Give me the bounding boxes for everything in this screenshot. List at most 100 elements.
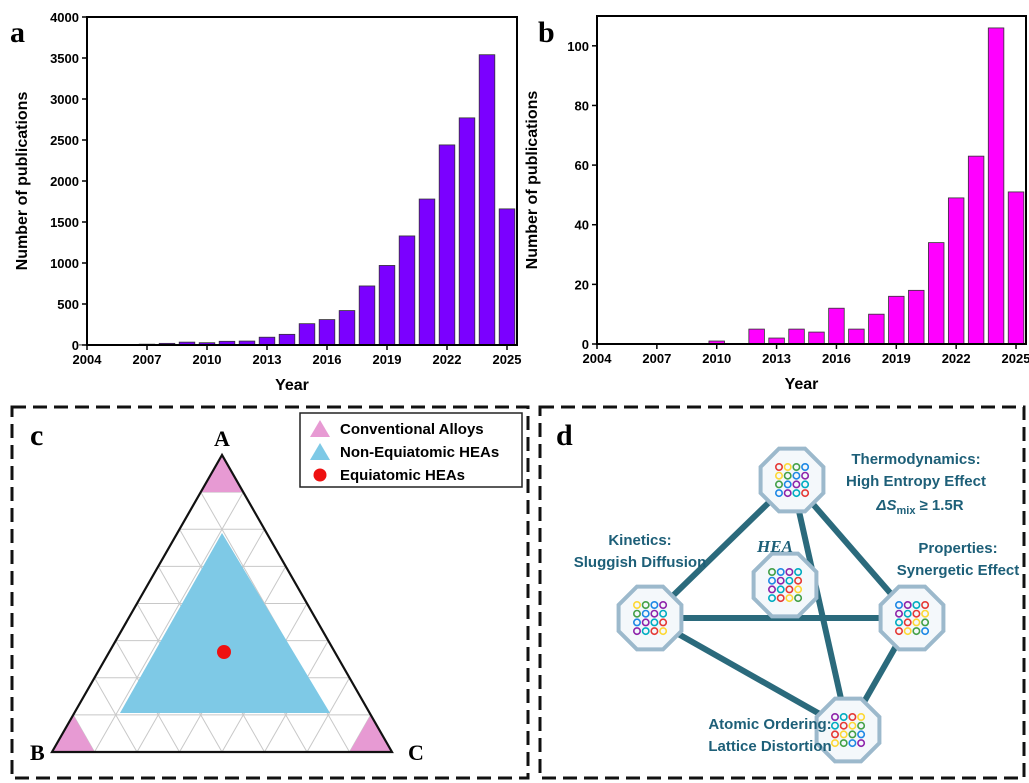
vertex-label: B <box>30 740 45 765</box>
bar <box>828 307 845 345</box>
x-tick-label: 2025 <box>493 352 522 367</box>
x-axis-title: Year <box>785 376 819 393</box>
x-tick-label: 2016 <box>822 351 851 366</box>
x-tick-label: 2019 <box>373 352 402 367</box>
x-tick-label: 2019 <box>882 351 911 366</box>
node-atom <box>659 600 668 609</box>
legend-swatch <box>310 420 330 437</box>
x-tick-label: 2022 <box>942 351 971 366</box>
node-atom <box>632 618 641 627</box>
node-atom <box>848 721 857 730</box>
bar <box>748 328 765 345</box>
y-tick-label: 1000 <box>50 256 79 271</box>
x-tick-label: 2013 <box>253 352 282 367</box>
plot-frame <box>596 15 1027 345</box>
node-atom <box>903 627 912 636</box>
node-atom <box>839 721 848 730</box>
bar <box>908 289 925 345</box>
node-octagon <box>758 446 826 514</box>
y-tick-label: 40 <box>575 218 589 233</box>
x-tick-label: 2004 <box>583 351 613 366</box>
node-atom <box>848 730 857 739</box>
panel-label: d <box>556 419 573 452</box>
y-axis-title: Number of publications <box>14 92 31 271</box>
bar <box>438 144 456 346</box>
x-tick-label: 2013 <box>762 351 791 366</box>
node-atom <box>801 489 810 498</box>
non-equiatomic-region <box>120 533 330 713</box>
panel-c-frame <box>10 405 530 780</box>
node-octagon <box>751 551 819 619</box>
node-atom <box>632 609 641 618</box>
node-atom <box>830 721 839 730</box>
node-octagon <box>878 584 946 652</box>
node-atom <box>632 600 641 609</box>
bar <box>868 313 885 345</box>
y-tick-label: 20 <box>575 277 589 292</box>
node-label: Atomic Ordering: <box>708 716 831 733</box>
bar <box>278 333 296 346</box>
bar <box>478 54 496 346</box>
bar <box>848 328 865 345</box>
node-atom <box>650 618 659 627</box>
node-atom <box>659 618 668 627</box>
node-atom <box>641 627 650 636</box>
node-atom <box>903 618 912 627</box>
node-atom <box>776 567 785 576</box>
node-atom <box>774 480 783 489</box>
node-atom <box>839 739 848 748</box>
y-axis-title: Number of publications <box>524 91 541 270</box>
y-tick-label: 1500 <box>50 215 79 230</box>
bar <box>378 265 396 346</box>
hea-diagram <box>616 446 946 764</box>
node-atom <box>912 618 921 627</box>
bar <box>298 323 316 346</box>
node-octagon <box>616 584 684 652</box>
node-atom <box>857 739 866 748</box>
legend-label: Non-Equiatomic HEAs <box>340 444 499 461</box>
bar <box>338 310 356 346</box>
legend-label: Equiatomic HEAs <box>340 467 465 484</box>
node-atom <box>785 585 794 594</box>
node-atom <box>783 489 792 498</box>
node-atom <box>839 712 848 721</box>
y-tick-label: 0 <box>72 338 79 353</box>
conventional-region <box>349 714 392 752</box>
y-tick-label: 3000 <box>50 92 79 107</box>
node-label: Synergetic Effect <box>897 562 1020 579</box>
x-tick-label: 2010 <box>193 352 222 367</box>
node-atom <box>783 480 792 489</box>
conventional-region <box>52 714 95 752</box>
node-atom <box>792 471 801 480</box>
y-tick-label: 2500 <box>50 133 79 148</box>
conventional-region <box>200 455 244 493</box>
bar <box>258 336 276 346</box>
ternary-frame <box>50 452 394 754</box>
node-atom <box>903 600 912 609</box>
bar <box>498 208 516 346</box>
node-atom <box>894 627 903 636</box>
formula-symbol: ΔS <box>875 497 896 514</box>
ternary-grid <box>94 491 244 753</box>
bar <box>1007 191 1025 345</box>
y-tick-label: 0 <box>582 337 589 352</box>
legend-swatch <box>313 468 327 482</box>
node-atom <box>794 585 803 594</box>
node-atom <box>839 730 848 739</box>
node-atom <box>921 609 930 618</box>
center-label: HEA <box>756 537 793 556</box>
node-atom <box>912 600 921 609</box>
node-atom <box>785 594 794 603</box>
panel-d-frame <box>538 405 1026 780</box>
x-tick-label: 2004 <box>73 352 103 367</box>
node-atom <box>783 471 792 480</box>
node-atom <box>783 462 792 471</box>
node-atom <box>650 609 659 618</box>
node-atom <box>857 721 866 730</box>
legend-box <box>299 412 523 488</box>
bar <box>418 198 436 346</box>
node-atom <box>792 489 801 498</box>
node-atom <box>792 480 801 489</box>
bar <box>987 27 1005 345</box>
bar <box>318 319 336 346</box>
